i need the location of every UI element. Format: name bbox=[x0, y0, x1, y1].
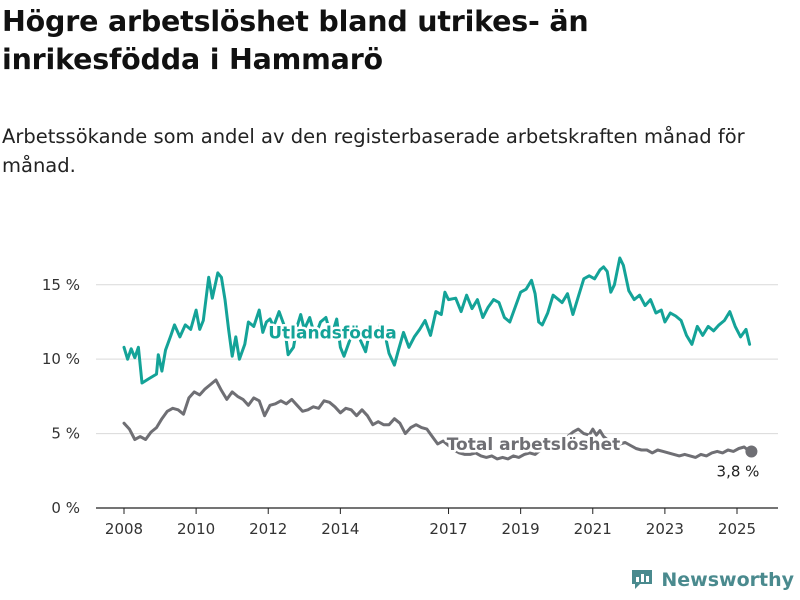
x-tick-label: 2008 bbox=[105, 520, 143, 538]
chart-subtitle: Arbetssökande som andel av den registerb… bbox=[2, 125, 745, 177]
x-tick-label: 2025 bbox=[718, 520, 756, 538]
y-tick-label: 0 % bbox=[51, 499, 80, 517]
y-tick-label: 10 % bbox=[42, 350, 80, 368]
end-value-label: 3,8 % bbox=[717, 462, 760, 480]
series-line-total bbox=[122, 378, 753, 461]
x-tick-label: 2021 bbox=[574, 520, 612, 538]
newsworthy-logo-icon bbox=[629, 565, 655, 595]
x-tick-label: 2019 bbox=[502, 520, 540, 538]
x-tick-label: 2023 bbox=[646, 520, 684, 538]
y-tick-label: 5 % bbox=[51, 425, 80, 443]
end-point-marker bbox=[745, 445, 758, 458]
x-tick-label: 2010 bbox=[177, 520, 215, 538]
x-tick-label: 2017 bbox=[429, 520, 467, 538]
series-labels: Utlandsfödda Total arbetslöshet 3,8 % bbox=[266, 321, 760, 481]
y-tick-label: 15 % bbox=[42, 276, 80, 294]
series-lines bbox=[122, 256, 753, 461]
series-label-total: Total arbetslöshet bbox=[447, 435, 621, 455]
x-tick-label: 2014 bbox=[321, 520, 359, 538]
axes: 0 % 5 % 10 % 15 % 2008 2010 2012 2014 2017 2019 20… bbox=[42, 276, 756, 538]
newsworthy-brand[interactable]: Newsworthy bbox=[629, 566, 794, 594]
chart-title: Högre arbetslöshet bland utrikes- än inr… bbox=[2, 5, 589, 76]
x-tick-label: 2012 bbox=[249, 520, 287, 538]
brand-name: Newsworthy bbox=[661, 569, 794, 591]
series-label-utlandsfodda: Utlandsfödda bbox=[268, 323, 397, 343]
series-line-utlandsfodda bbox=[122, 256, 752, 385]
